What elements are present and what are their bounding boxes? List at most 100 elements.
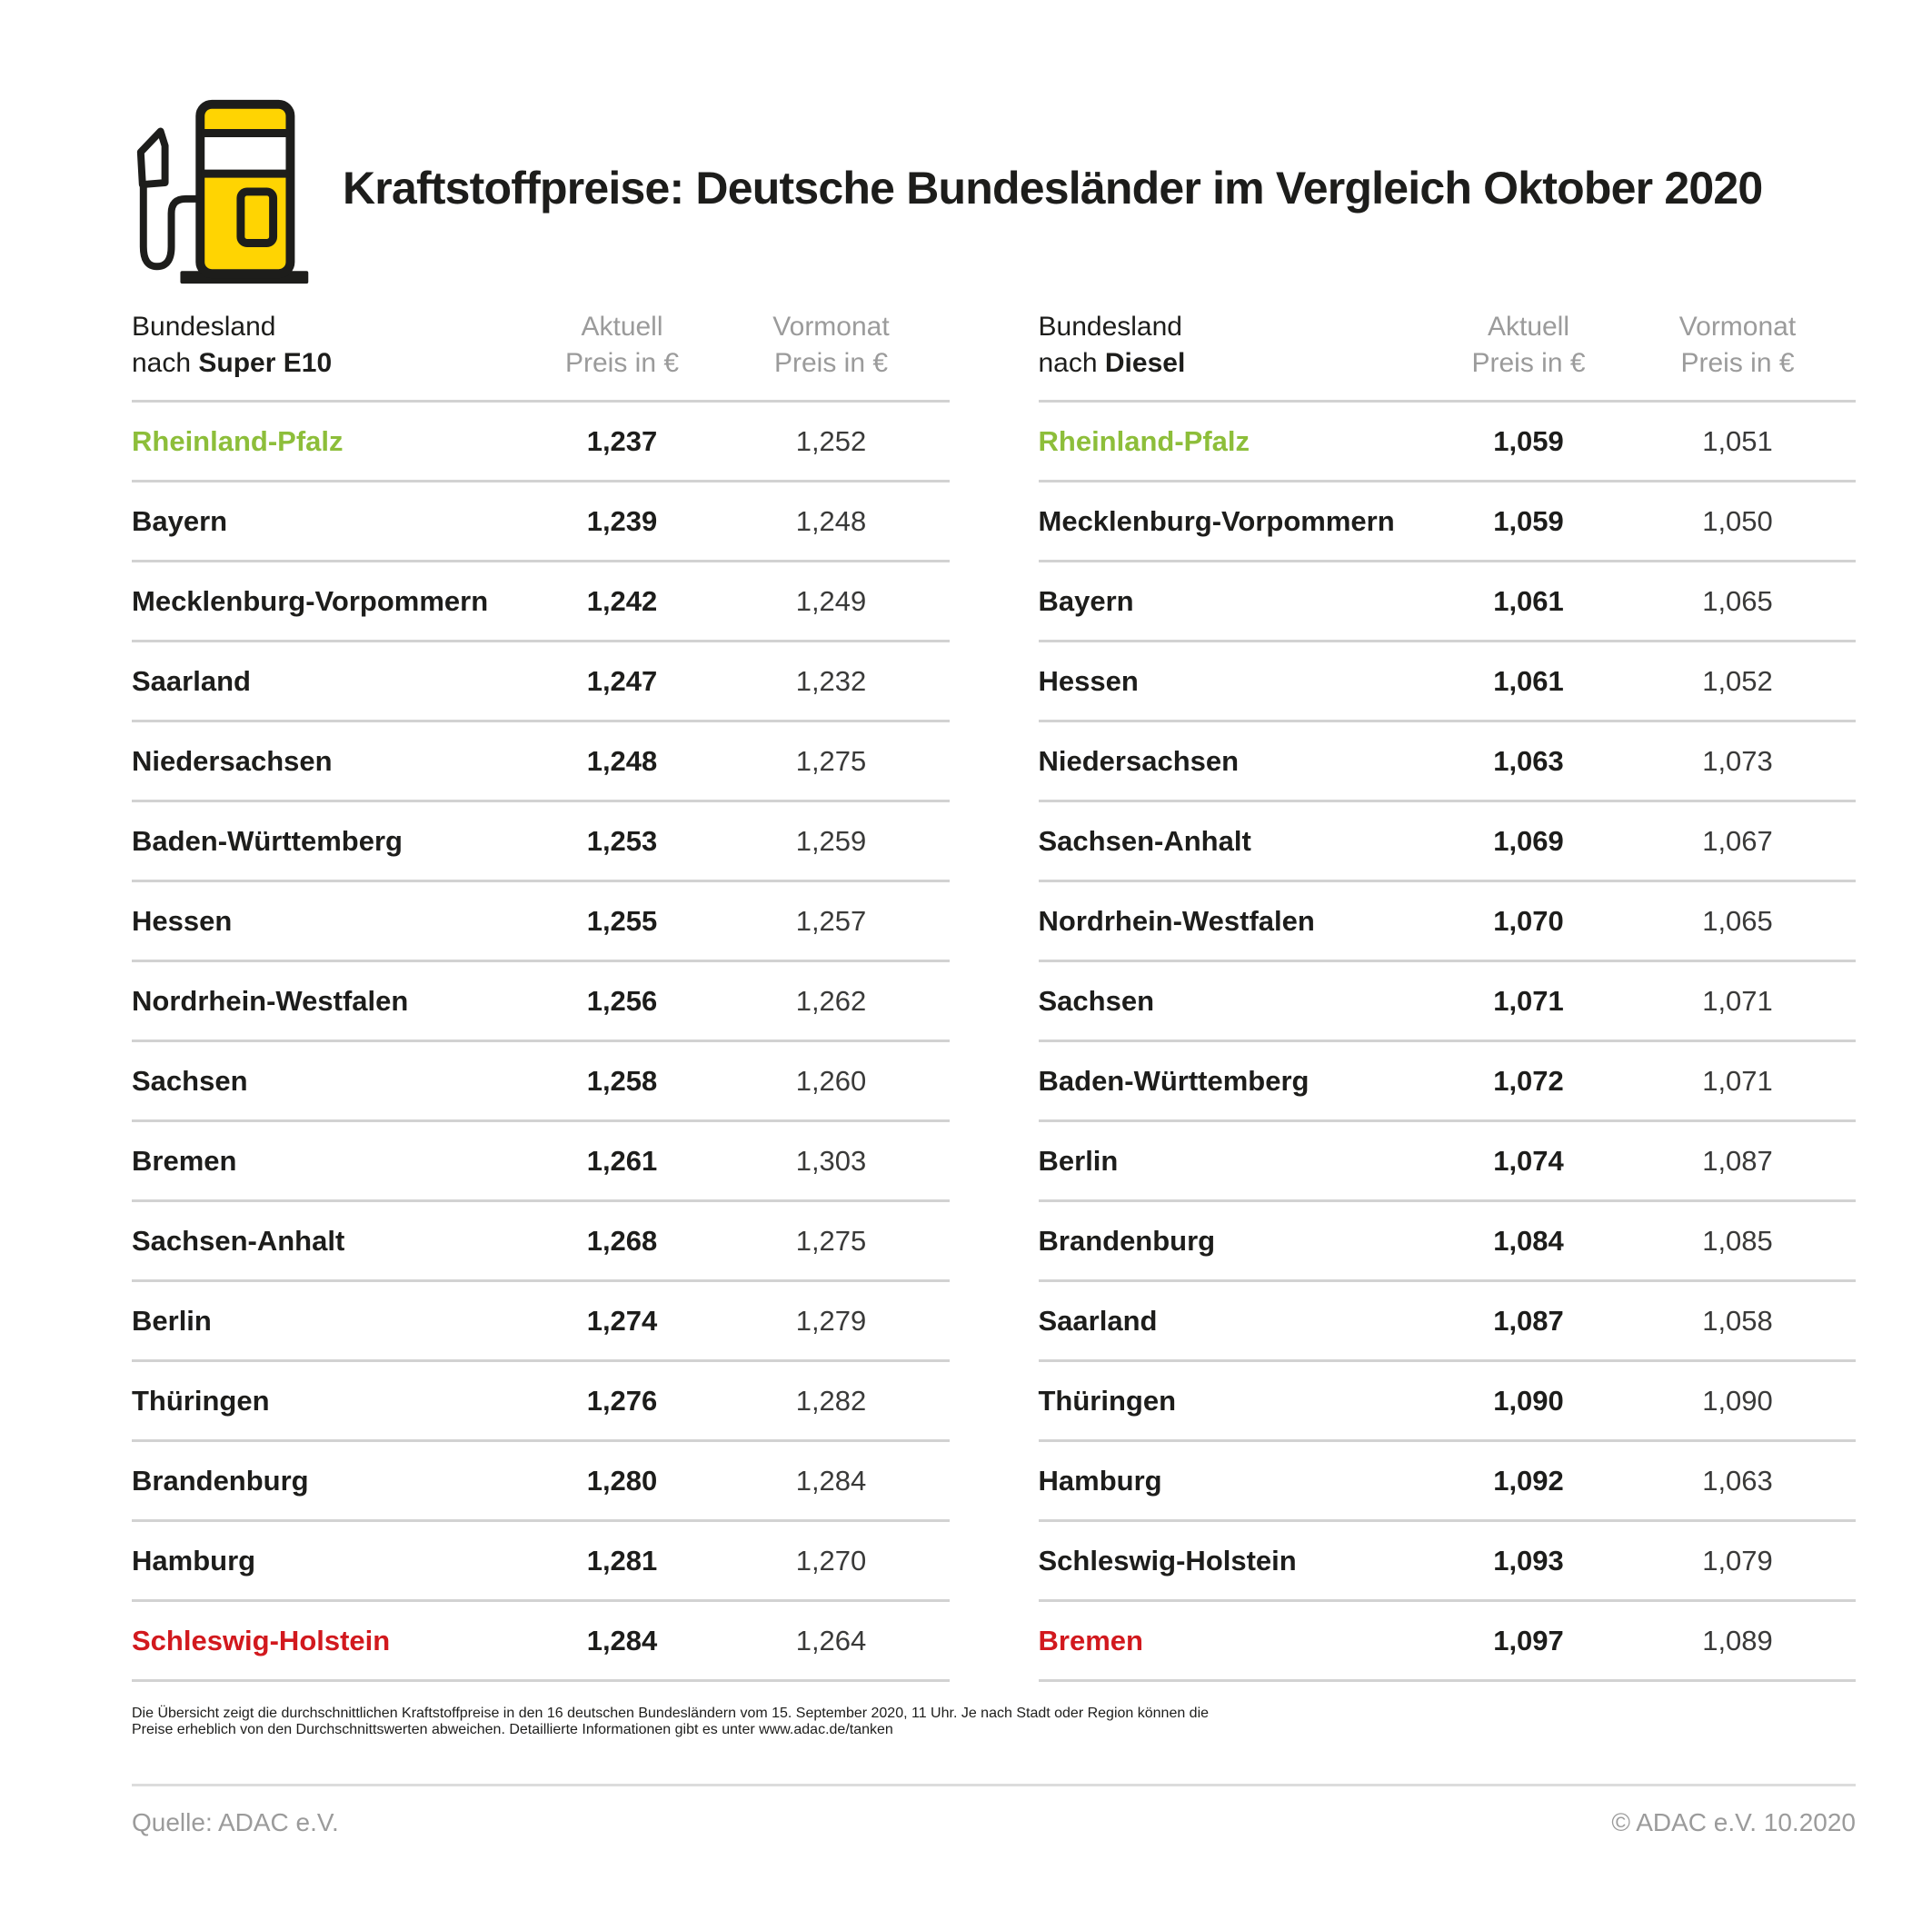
state-name: Bayern <box>1038 584 1134 617</box>
price-aktuell: 1,274 <box>586 1304 658 1337</box>
price-vormonat: 1,260 <box>795 1064 867 1097</box>
state-name: Hessen <box>1038 664 1139 697</box>
column-header-vormonat: Vormonat Preis in € <box>772 312 890 378</box>
price-aktuell: 1,258 <box>586 1064 658 1097</box>
state-name: Thüringen <box>132 1384 270 1417</box>
price-vormonat: 1,284 <box>795 1464 867 1497</box>
table-row: Baden-Württemberg 1,253 1,259 <box>132 802 950 882</box>
state-name: Hamburg <box>1038 1464 1162 1497</box>
price-aktuell: 1,247 <box>586 664 658 697</box>
price-aktuell: 1,276 <box>586 1384 658 1417</box>
state-name: Rheinland-Pfalz <box>132 424 344 457</box>
table-row: Brandenburg 1,084 1,085 <box>1038 1202 1856 1282</box>
price-vormonat: 1,065 <box>1702 584 1773 617</box>
infographic: Kraftstoffpreise: Deutsche Bundesländer … <box>121 80 1856 1836</box>
table-row: Hessen 1,061 1,052 <box>1038 642 1856 722</box>
table-row: Nordrhein-Westfalen 1,256 1,262 <box>132 962 950 1042</box>
table-row: Sachsen 1,258 1,260 <box>132 1042 950 1122</box>
price-aktuell: 1,092 <box>1493 1464 1564 1497</box>
price-vormonat: 1,303 <box>795 1144 867 1177</box>
price-vormonat: 1,090 <box>1702 1384 1773 1417</box>
price-aktuell: 1,280 <box>586 1464 658 1497</box>
column-header-aktuell: Aktuell Preis in € <box>564 312 680 378</box>
state-name: Mecklenburg-Vorpommern <box>132 584 489 617</box>
price-aktuell: 1,248 <box>586 744 658 777</box>
footnote-line-1: Die Übersicht zeigt die durchschnittlich… <box>132 1706 1210 1721</box>
table-row: Baden-Württemberg 1,072 1,071 <box>1038 1042 1856 1122</box>
state-name: Thüringen <box>1038 1384 1177 1417</box>
price-vormonat: 1,259 <box>795 824 867 857</box>
price-aktuell: 1,069 <box>1493 824 1564 857</box>
price-aktuell: 1,281 <box>586 1544 658 1577</box>
table-row: Saarland 1,087 1,058 <box>1038 1282 1856 1362</box>
price-aktuell: 1,256 <box>586 984 658 1017</box>
state-name: Niedersachsen <box>1038 744 1240 777</box>
price-vormonat: 1,270 <box>795 1544 867 1577</box>
table-row: Nordrhein-Westfalen 1,070 1,065 <box>1038 882 1856 962</box>
price-vormonat: 1,073 <box>1702 744 1773 777</box>
table-row: Schleswig-Holstein 1,093 1,079 <box>1038 1522 1856 1602</box>
table-row: Bremen 1,261 1,303 <box>132 1122 950 1202</box>
state-name: Sachsen-Anhalt <box>132 1224 345 1257</box>
price-aktuell: 1,255 <box>586 904 658 937</box>
price-aktuell: 1,237 <box>586 424 658 457</box>
state-name: Saarland <box>1038 1304 1158 1337</box>
state-name: Schleswig-Holstein <box>1038 1544 1297 1577</box>
state-name: Bayern <box>132 504 228 537</box>
price-aktuell: 1,074 <box>1493 1144 1564 1177</box>
column-header-bundesland: Bundesland nach Super E10 <box>132 312 333 378</box>
state-name: Brandenburg <box>132 1464 309 1497</box>
diesel-table: Bundesland nach Diesel Aktuell Preis in … <box>1038 309 1856 1682</box>
table-row: Sachsen 1,071 1,071 <box>1038 962 1856 1042</box>
price-vormonat: 1,087 <box>1702 1144 1773 1177</box>
price-vormonat: 1,058 <box>1702 1304 1773 1337</box>
state-name: Schleswig-Holstein <box>132 1624 391 1656</box>
state-name: Nordrhein-Westfalen <box>132 984 409 1017</box>
table-row: Hamburg 1,092 1,063 <box>1038 1442 1856 1522</box>
price-vormonat: 1,063 <box>1702 1464 1773 1497</box>
table-row: Niedersachsen 1,063 1,073 <box>1038 722 1856 802</box>
super-e10-rows: Rheinland-Pfalz 1,237 1,252 Bayern 1,239… <box>132 403 950 1682</box>
price-aktuell: 1,239 <box>586 504 658 537</box>
table-row: Niedersachsen 1,248 1,275 <box>132 722 950 802</box>
state-name: Saarland <box>132 664 251 697</box>
price-vormonat: 1,079 <box>1702 1544 1773 1577</box>
footnote-line-2: Preise erheblich von den Durchschnittswe… <box>132 1722 893 1737</box>
price-aktuell: 1,093 <box>1493 1544 1564 1577</box>
state-name: Baden-Württemberg <box>1038 1064 1310 1097</box>
price-aktuell: 1,059 <box>1493 424 1564 457</box>
state-name: Sachsen <box>1038 984 1155 1017</box>
price-aktuell: 1,061 <box>1493 664 1564 697</box>
price-vormonat: 1,262 <box>795 984 867 1017</box>
price-aktuell: 1,284 <box>586 1624 658 1656</box>
table-row: Mecklenburg-Vorpommern 1,242 1,249 <box>132 562 950 642</box>
price-aktuell: 1,059 <box>1493 504 1564 537</box>
price-vormonat: 1,089 <box>1702 1624 1773 1656</box>
masthead: Kraftstoffpreise: Deutsche Bundesländer … <box>121 80 1856 296</box>
price-vormonat: 1,252 <box>795 424 867 457</box>
price-aktuell: 1,084 <box>1493 1224 1564 1257</box>
table-row: Hessen 1,255 1,257 <box>132 882 950 962</box>
state-name: Bremen <box>1038 1624 1143 1656</box>
price-aktuell: 1,253 <box>586 824 658 857</box>
price-vormonat: 1,279 <box>795 1304 867 1337</box>
diesel-rows: Rheinland-Pfalz 1,059 1,051 Mecklenburg-… <box>1038 403 1856 1682</box>
state-name: Berlin <box>132 1304 212 1337</box>
diesel-table-header: Bundesland nach Diesel Aktuell Preis in … <box>1038 309 1856 403</box>
price-aktuell: 1,090 <box>1493 1384 1564 1417</box>
price-vormonat: 1,275 <box>795 744 867 777</box>
price-vormonat: 1,067 <box>1702 824 1773 857</box>
state-name: Niedersachsen <box>132 744 333 777</box>
table-row: Saarland 1,247 1,232 <box>132 642 950 722</box>
price-aktuell: 1,072 <box>1493 1064 1564 1097</box>
table-row: Bremen 1,097 1,089 <box>1038 1602 1856 1682</box>
price-vormonat: 1,249 <box>795 584 867 617</box>
table-row: Brandenburg 1,280 1,284 <box>132 1442 950 1522</box>
state-name: Nordrhein-Westfalen <box>1038 904 1315 937</box>
column-header-vormonat: Vormonat Preis in € <box>1678 312 1797 378</box>
price-vormonat: 1,065 <box>1702 904 1773 937</box>
table-row: Bayern 1,239 1,248 <box>132 482 950 562</box>
page-title: Kraftstoffpreise: Deutsche Bundesländer … <box>343 163 1763 214</box>
state-name: Bremen <box>132 1144 237 1177</box>
table-row: Bayern 1,061 1,065 <box>1038 562 1856 642</box>
